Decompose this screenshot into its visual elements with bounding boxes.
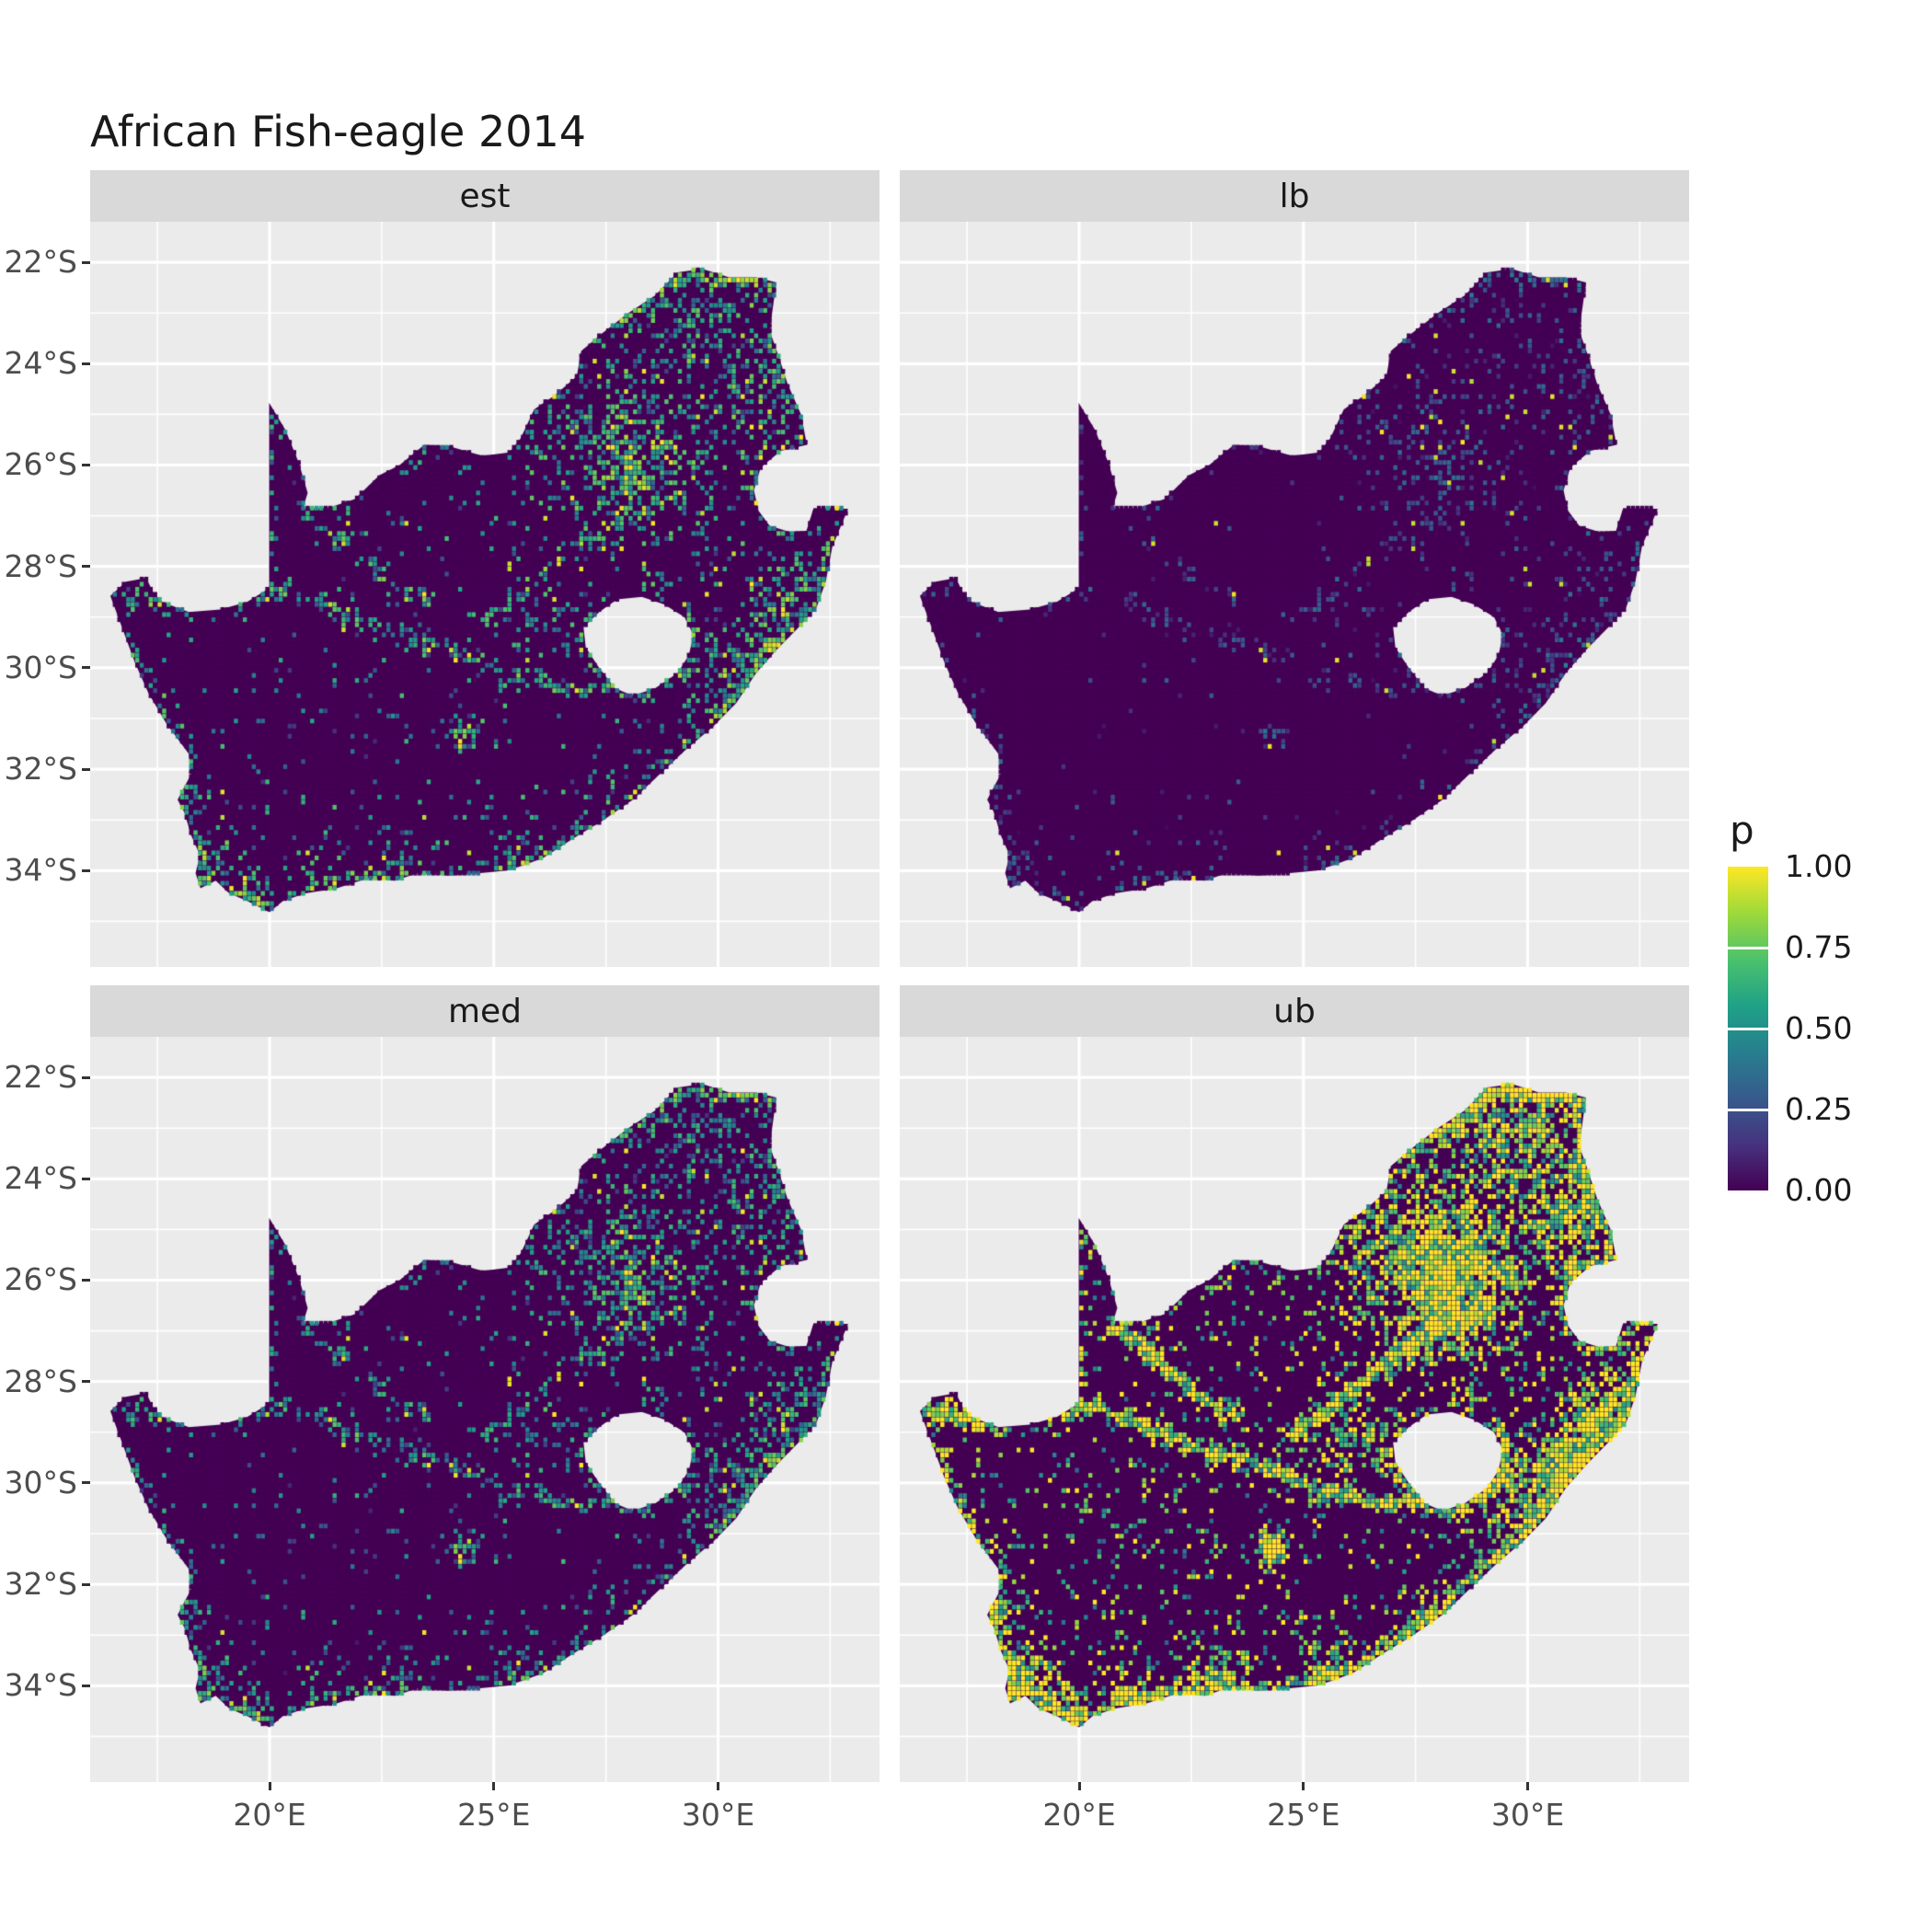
y-axis-tick-label: 22°S <box>4 1059 77 1096</box>
y-axis-tick-mark <box>82 1481 90 1485</box>
x-axis-tick-mark <box>1077 1782 1081 1790</box>
y-axis-tick-mark <box>82 1380 90 1384</box>
y-axis-tick-mark <box>82 1582 90 1586</box>
legend-tick-label: 0.75 <box>1785 929 1853 965</box>
y-axis-tick-label: 34°S <box>4 852 77 889</box>
y-axis-tick-mark <box>82 565 90 569</box>
facet-label-est: est <box>459 177 511 215</box>
legend-tick-label: 0.25 <box>1785 1091 1853 1127</box>
x-axis-tick-mark <box>717 1782 719 1790</box>
y-axis-tick-label: 32°S <box>4 1566 77 1603</box>
x-axis-tick-label: 20°E <box>1042 1797 1116 1833</box>
legend-tick-mark <box>1728 1108 1768 1111</box>
facet-label-med: med <box>447 992 523 1030</box>
y-axis-tick-label: 24°S <box>4 1160 77 1197</box>
map-canvas-med <box>90 1037 880 1782</box>
facet-panel-med: med <box>90 985 880 1782</box>
facet-label-lb: lb <box>1279 177 1310 215</box>
legend-tick-label: 0.00 <box>1785 1172 1853 1208</box>
facet-strip-lb: lb <box>900 170 1689 222</box>
y-axis-tick-mark <box>82 868 90 872</box>
map-canvas-ub <box>900 1037 1689 1782</box>
x-axis-tick-label: 30°E <box>1490 1797 1565 1833</box>
x-axis-tick-label: 25°E <box>457 1797 531 1833</box>
y-axis-tick-mark <box>82 767 90 771</box>
facet-strip-est: est <box>90 170 880 222</box>
legend-tick-mark <box>1728 1027 1768 1030</box>
facet-panel-lb: lb <box>900 170 1689 967</box>
y-axis-tick-mark <box>82 666 90 670</box>
y-axis-tick-mark <box>82 1075 90 1079</box>
y-axis-tick-mark <box>82 1278 90 1282</box>
x-axis-tick-mark <box>1526 1782 1529 1790</box>
y-axis-tick-label: 24°S <box>4 345 77 382</box>
facet-panel-est: est <box>90 170 880 967</box>
legend-title: p <box>1730 808 1754 853</box>
y-axis-tick-mark <box>82 260 90 264</box>
legend-tick-mark <box>1728 946 1768 949</box>
y-axis-tick-mark <box>82 463 90 466</box>
legend-tick-label: 0.50 <box>1785 1010 1853 1046</box>
x-axis-tick-mark <box>1302 1782 1305 1790</box>
legend: p 1.00 0.75 0.50 0.25 0.00 <box>1728 808 1930 1286</box>
facet-label-ub: ub <box>1273 992 1316 1030</box>
y-axis-tick-label: 28°S <box>4 1363 77 1399</box>
x-axis-tick-label: 30°E <box>681 1797 755 1833</box>
y-axis-tick-label: 26°S <box>4 446 77 483</box>
y-axis-tick-label: 30°S <box>4 1464 77 1501</box>
map-canvas-est <box>90 222 880 967</box>
y-axis-tick-mark <box>82 1177 90 1180</box>
y-axis-tick-label: 34°S <box>4 1667 77 1704</box>
x-axis-tick-label: 25°E <box>1267 1797 1340 1833</box>
map-canvas-lb <box>900 222 1689 967</box>
facet-strip-med: med <box>90 985 880 1037</box>
y-axis-tick-label: 26°S <box>4 1261 77 1298</box>
x-axis-tick-label: 20°E <box>233 1797 306 1833</box>
y-axis-tick-label: 22°S <box>4 244 77 281</box>
y-axis-tick-mark <box>82 1684 90 1687</box>
facet-strip-ub: ub <box>900 985 1689 1037</box>
y-axis-tick-label: 32°S <box>4 751 77 788</box>
x-axis-tick-mark <box>492 1782 496 1790</box>
facet-panel-ub: ub <box>900 985 1689 1782</box>
y-axis-tick-label: 30°S <box>4 649 77 685</box>
y-axis-tick-label: 28°S <box>4 547 77 584</box>
x-axis-tick-mark <box>268 1782 271 1790</box>
legend-colorbar <box>1728 867 1768 1190</box>
plot-title: African Fish-eagle 2014 <box>90 107 587 156</box>
legend-tick-label: 1.00 <box>1785 848 1853 884</box>
y-axis-tick-mark <box>82 362 90 365</box>
